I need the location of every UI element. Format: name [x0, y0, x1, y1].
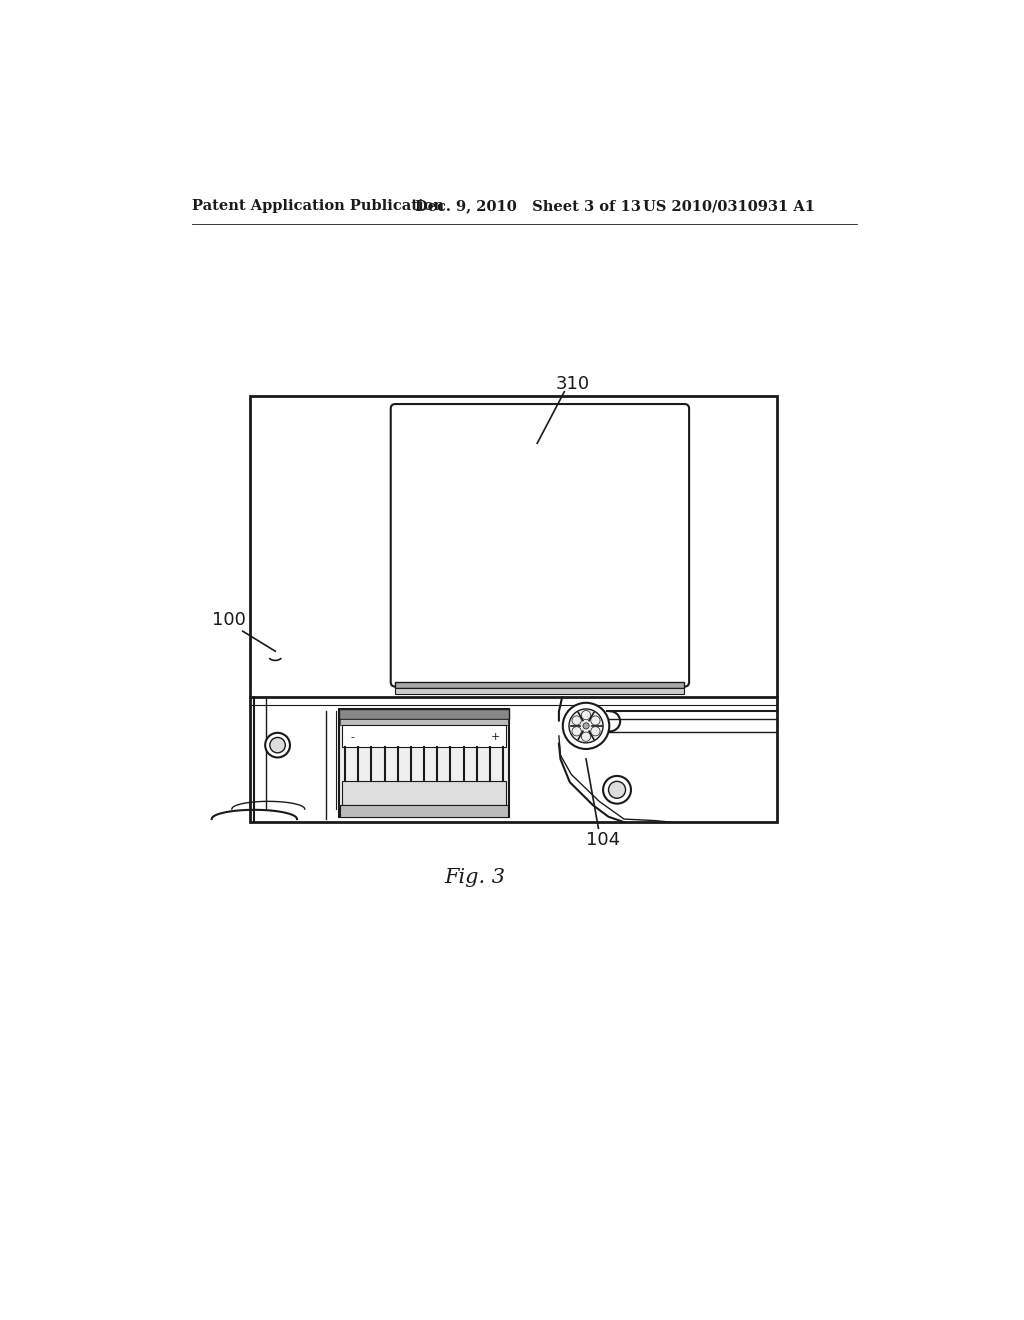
Bar — [340, 805, 508, 817]
Circle shape — [603, 776, 631, 804]
Circle shape — [582, 733, 591, 742]
Text: US 2010/0310931 A1: US 2010/0310931 A1 — [643, 199, 815, 213]
Bar — [342, 725, 506, 747]
Text: -: - — [351, 733, 354, 742]
Circle shape — [583, 723, 589, 729]
Text: 100: 100 — [212, 611, 246, 630]
Bar — [342, 780, 506, 805]
Text: 104: 104 — [586, 830, 621, 849]
Bar — [395, 688, 684, 693]
Bar — [339, 709, 509, 719]
Text: 310: 310 — [556, 375, 590, 393]
Text: +: + — [490, 733, 500, 742]
Bar — [251, 396, 777, 822]
FancyBboxPatch shape — [391, 404, 689, 686]
Circle shape — [265, 733, 290, 758]
Circle shape — [572, 726, 582, 737]
Circle shape — [582, 710, 591, 719]
Text: Dec. 9, 2010   Sheet 3 of 13: Dec. 9, 2010 Sheet 3 of 13 — [415, 199, 641, 213]
Circle shape — [270, 738, 286, 752]
Circle shape — [591, 726, 600, 737]
Bar — [395, 682, 684, 688]
Text: Patent Application Publication: Patent Application Publication — [193, 199, 444, 213]
Circle shape — [572, 715, 582, 725]
Circle shape — [563, 702, 609, 748]
Bar — [340, 719, 508, 725]
Circle shape — [591, 715, 600, 725]
Text: Fig. 3: Fig. 3 — [444, 869, 506, 887]
Bar — [339, 709, 509, 817]
Circle shape — [569, 709, 603, 743]
Circle shape — [608, 781, 626, 799]
